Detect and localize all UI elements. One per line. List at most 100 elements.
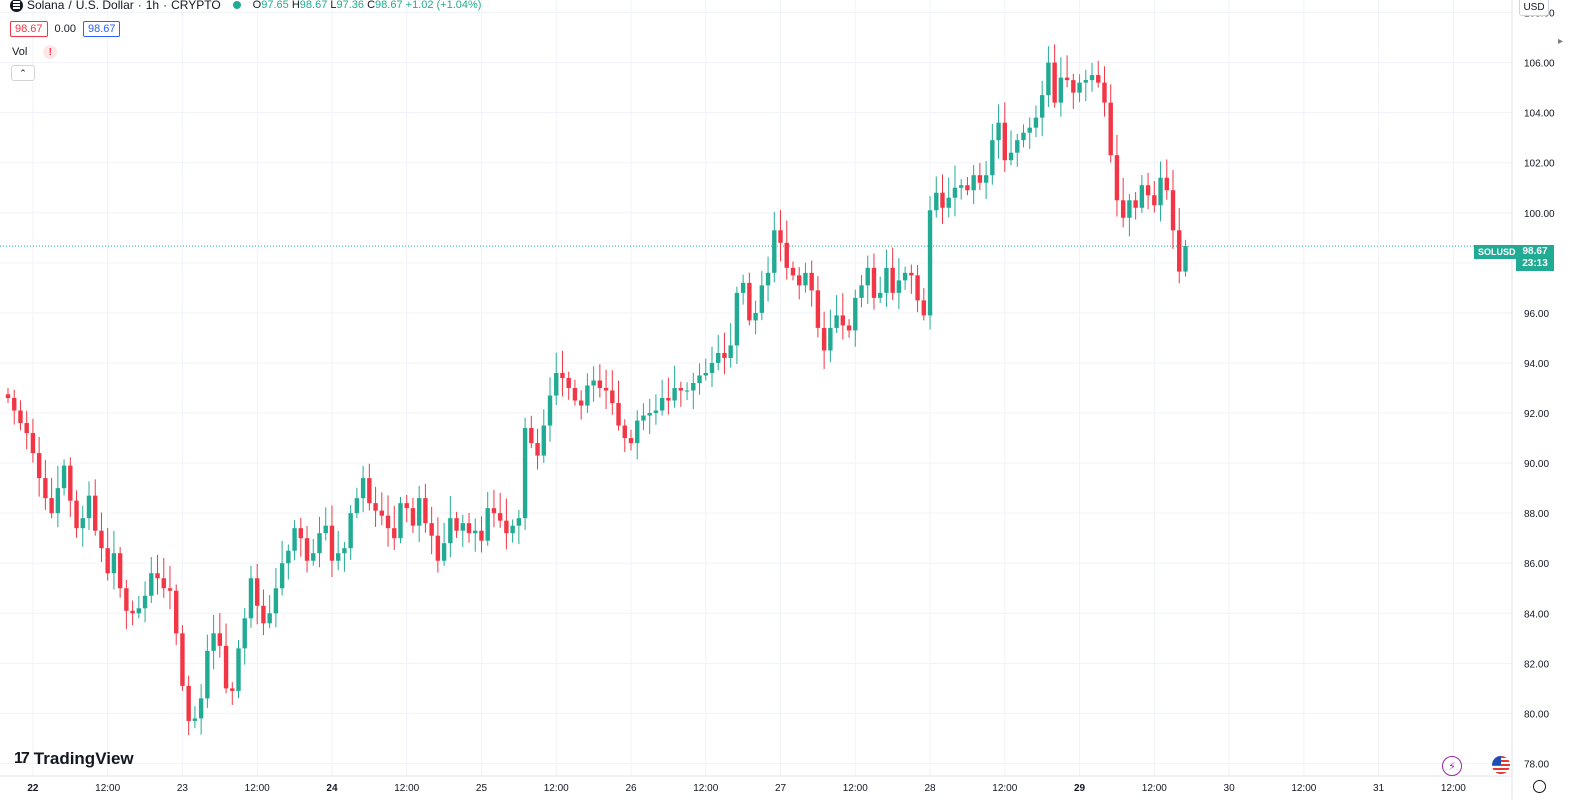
- candle-body: [80, 518, 85, 529]
- trade-buttons: 98.67 0.00 98.67: [10, 21, 121, 37]
- candle-body: [853, 297, 858, 331]
- candle-body: [30, 433, 36, 454]
- low-value: 97.36: [336, 0, 365, 11]
- candle-body: [803, 272, 808, 286]
- candle-body: [765, 272, 771, 286]
- quote-currency: U.S. Dollar: [75, 0, 134, 12]
- candle-body: [155, 573, 160, 579]
- live-dot-icon: [232, 1, 241, 9]
- sell-button[interactable]: 98.67: [10, 21, 48, 37]
- legend-dot: ·: [163, 0, 168, 12]
- candle-body: [61, 465, 67, 489]
- candle-body: [815, 290, 821, 328]
- candle-body: [834, 315, 839, 328]
- candle-body: [585, 385, 590, 406]
- y-tick-label: 104.00: [1524, 109, 1555, 120]
- candle-body: [902, 272, 908, 281]
- candle-body: [915, 275, 920, 301]
- candle-body: [1096, 75, 1101, 83]
- candle-body: [628, 438, 634, 444]
- high-value: 98.67: [299, 0, 328, 11]
- x-tick-label: 23: [177, 783, 189, 794]
- candle-body: [1008, 152, 1014, 161]
- candle-body: [43, 478, 48, 499]
- settings-icon[interactable]: [1533, 780, 1546, 793]
- candle-body: [797, 275, 802, 286]
- candle-body: [1120, 200, 1126, 218]
- exchange-label: CRYPTO: [171, 0, 221, 12]
- candle-body: [367, 478, 372, 504]
- tradingview-logo[interactable]: 17 TradingView: [14, 749, 134, 769]
- candle-body: [934, 192, 939, 211]
- candle-body: [255, 578, 260, 606]
- candle-body: [423, 498, 428, 524]
- candle-body: [1064, 77, 1070, 81]
- candle-body: [448, 518, 453, 544]
- candle-body: [317, 533, 322, 554]
- candle-body: [416, 498, 422, 526]
- candle-body: [591, 380, 596, 386]
- volume-indicator-legend[interactable]: Vol !: [12, 45, 58, 59]
- candle-body: [778, 230, 783, 243]
- candle-body: [360, 478, 366, 499]
- collapse-legend-button[interactable]: ⌃: [11, 65, 35, 81]
- candle-body: [292, 528, 297, 551]
- candle-body: [1021, 132, 1026, 141]
- scale-arrow-icon[interactable]: ▸: [1558, 36, 1564, 47]
- candle-body: [641, 415, 646, 421]
- candle-body: [990, 140, 995, 176]
- candle-body: [242, 618, 247, 649]
- candle-body: [248, 578, 254, 619]
- candle-body: [167, 588, 173, 591]
- candle-body: [603, 388, 609, 391]
- candle-body: [510, 525, 515, 534]
- candle-body: [946, 197, 951, 208]
- candle-body: [105, 548, 110, 574]
- buy-button[interactable]: 98.67: [82, 21, 121, 37]
- candle-body: [117, 553, 123, 589]
- candle-body: [342, 548, 347, 554]
- last-price-tag: 98.67 23:13: [1516, 245, 1554, 271]
- candle-body: [223, 645, 229, 689]
- candle-body: [522, 428, 528, 519]
- candle-body: [335, 553, 341, 561]
- candle-body: [1039, 95, 1045, 118]
- candle-body: [871, 267, 877, 298]
- x-tick-label: 12:00: [544, 783, 569, 794]
- warning-icon[interactable]: !: [43, 45, 58, 59]
- candle-body: [1183, 246, 1188, 272]
- symbol-name[interactable]: Solana: [27, 0, 65, 12]
- candle-body: [454, 518, 459, 531]
- candle-body: [230, 688, 235, 691]
- x-tick-label: 12:00: [95, 783, 120, 794]
- bar-countdown: 23:13: [1522, 258, 1548, 269]
- candle-body: [311, 553, 316, 561]
- candle-body: [1177, 230, 1182, 272]
- y-tick-label: 82.00: [1524, 659, 1549, 670]
- close-value: 98.67: [375, 0, 403, 11]
- us-flag-icon[interactable]: [1492, 756, 1510, 774]
- candle-body: [697, 375, 702, 383]
- y-tick-label: 96.00: [1524, 309, 1549, 320]
- currency-selector[interactable]: USD: [1519, 0, 1549, 16]
- candle-body: [1002, 122, 1007, 161]
- candle-body: [597, 380, 603, 388]
- candle-body: [1033, 117, 1039, 128]
- y-tick-label: 90.00: [1524, 459, 1549, 470]
- candle-body: [149, 573, 154, 596]
- candle-body: [1058, 77, 1064, 103]
- legend-dot: ·: [137, 0, 142, 12]
- time-axis[interactable]: 22 12:00 23 12:00 24 12:00 25 12:00 26 12:00 27 12:…: [27, 783, 1466, 794]
- candle-body: [1077, 82, 1082, 93]
- high-label: H: [291, 0, 300, 11]
- candle-body: [1158, 177, 1163, 206]
- candle-body: [49, 498, 54, 514]
- lightning-icon[interactable]: ⚡: [1442, 756, 1462, 776]
- last-price-value: 98.67: [1522, 246, 1548, 257]
- candle-body: [398, 503, 403, 539]
- candle-body: [821, 327, 827, 351]
- candle-body: [952, 187, 958, 198]
- candle-body: [622, 425, 627, 439]
- candle-body: [653, 410, 659, 414]
